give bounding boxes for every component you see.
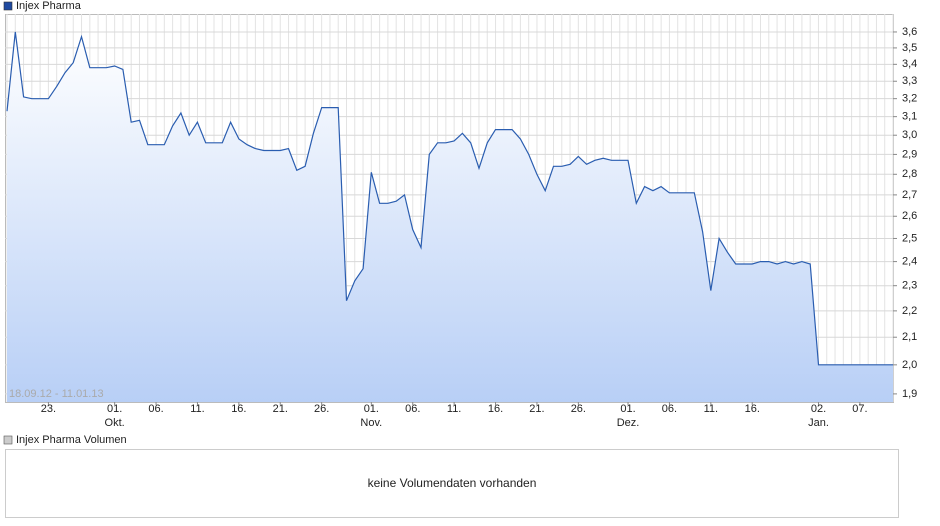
x-tick-label: 01. — [364, 403, 379, 415]
y-tick-label: 3,1 — [902, 111, 917, 123]
area — [7, 32, 893, 402]
x-tick-label: 01. — [107, 403, 122, 415]
y-tick-label: 2,5 — [902, 232, 917, 244]
x-tick-label: 06. — [662, 403, 677, 415]
x-tick-label: 01. — [620, 403, 635, 415]
y-tick-label: 2,1 — [902, 331, 917, 343]
y-tick-label: 2,6 — [902, 210, 917, 222]
y-tick-label: 3,3 — [902, 75, 917, 87]
line — [6, 31, 893, 366]
x-tick-label: 16. — [231, 403, 246, 415]
y-tick-label: 2,9 — [902, 148, 917, 160]
y-tick-label: 3,6 — [902, 26, 917, 38]
x-tick-label: 21. — [529, 403, 544, 415]
x-tick-label: 07. — [852, 403, 867, 415]
y-tick-label: 1,9 — [902, 388, 917, 400]
y-tick-label: 2,3 — [902, 280, 917, 292]
x-tick-label: 11. — [190, 403, 204, 415]
x-tick-label: 06. — [405, 403, 420, 415]
x-tick-label: 26. — [571, 403, 586, 415]
x-tick-label: 16. — [488, 403, 503, 415]
x-tick-label: 11. — [704, 403, 718, 415]
x-month-label: Jan. — [808, 417, 829, 429]
y-tick-label: 2,0 — [902, 359, 917, 371]
y-tick-label: 2,7 — [902, 189, 917, 201]
x-tick-label: 16. — [745, 403, 760, 415]
x-tick-label: 23. — [41, 403, 56, 415]
x-month-label: Okt. — [105, 417, 125, 429]
y-tick-label: 2,2 — [902, 305, 917, 317]
y-tick-label: 3,0 — [902, 129, 917, 141]
volume-title: Injex Pharma Volumen — [16, 434, 127, 446]
x-tick-label: 21. — [273, 403, 288, 415]
date-range: 18.09.12 - 11.01.13 — [9, 388, 104, 400]
x-tick-label: 26. — [314, 403, 329, 415]
x-tick-label: 11. — [447, 403, 461, 415]
volume-panel — [5, 449, 899, 518]
x-month-label: Nov. — [360, 417, 382, 429]
y-tick-label: 3,2 — [902, 93, 917, 105]
y-tick-label: 3,5 — [902, 42, 917, 54]
y-tick-label: 2,8 — [902, 168, 917, 180]
volume-swatch — [3, 435, 13, 445]
y-tick-label: 3,4 — [902, 58, 917, 70]
volume-message: keine Volumendaten vorhanden — [368, 476, 537, 490]
x-tick-label: 02. — [811, 403, 826, 415]
legend-label: Injex Pharma — [16, 0, 82, 12]
x-tick-label: 06. — [148, 403, 163, 415]
legend-swatch — [3, 1, 13, 11]
x-month-label: Dez. — [617, 417, 640, 429]
y-tick-label: 2,4 — [902, 255, 917, 267]
